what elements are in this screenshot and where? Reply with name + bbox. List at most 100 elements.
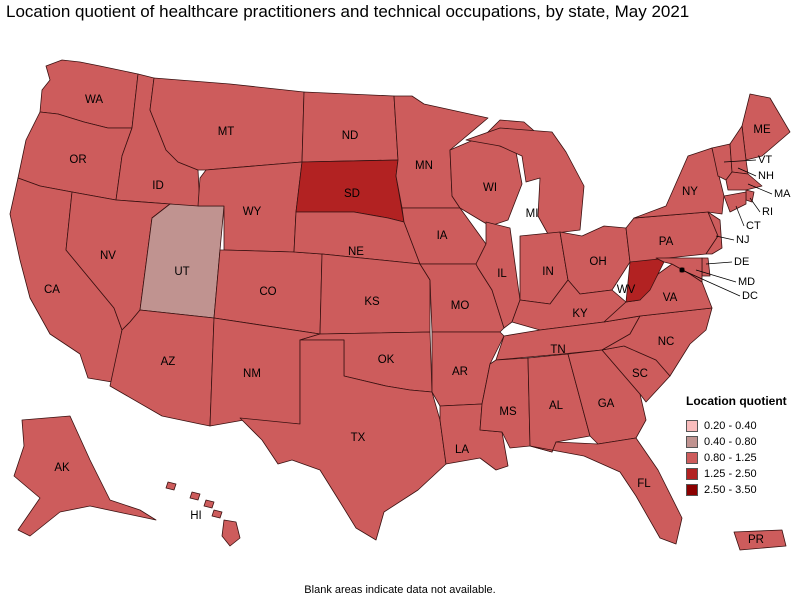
state-hi-island xyxy=(189,491,201,501)
state-label-or: OR xyxy=(69,154,86,166)
legend-swatch xyxy=(686,436,698,448)
state-label-ny: NY xyxy=(682,186,698,198)
state-label-nd: ND xyxy=(342,130,359,142)
legend-swatch xyxy=(686,420,698,432)
legend-item-label: 1.25 - 2.50 xyxy=(704,468,757,480)
state-label-ar: AR xyxy=(452,366,468,378)
legend-item-label: 0.40 - 0.80 xyxy=(704,436,757,448)
legend-item: 0.80 - 1.25 xyxy=(686,450,787,466)
state-label-az: AZ xyxy=(161,356,176,368)
legend-item: 1.25 - 2.50 xyxy=(686,466,787,482)
state-label-wi: WI xyxy=(483,182,497,194)
state-label-sd: SD xyxy=(344,188,360,200)
legend-swatch xyxy=(686,484,698,496)
state-label-mo: MO xyxy=(451,300,470,312)
state-label-fl: FL xyxy=(637,478,651,490)
state-pr[interactable] xyxy=(733,529,787,551)
callout-line-nh xyxy=(737,167,757,177)
state-label-nj: NJ xyxy=(736,234,749,246)
state-label-de: DE xyxy=(734,256,749,268)
callout-line-md xyxy=(695,269,737,283)
state-label-ne: NE xyxy=(348,246,364,258)
state-ct[interactable] xyxy=(723,191,747,213)
legend-swatch xyxy=(686,468,698,480)
state-label-mt: MT xyxy=(218,126,235,138)
state-label-me: ME xyxy=(753,124,771,136)
state-label-in: IN xyxy=(542,266,554,278)
state-label-dc: DC xyxy=(742,290,758,302)
legend-item-label: 2.50 - 3.50 xyxy=(704,484,757,496)
callout-line-ct xyxy=(735,205,745,227)
state-hi-island xyxy=(211,509,223,519)
state-label-mi: MI xyxy=(526,208,539,220)
state-label-tx: TX xyxy=(351,432,366,444)
state-label-va: VA xyxy=(663,292,678,304)
state-label-ms: MS xyxy=(499,406,517,418)
state-ut[interactable] xyxy=(139,203,225,319)
map-title: Location quotient of healthcare practiti… xyxy=(6,2,690,21)
state-label-hi: HI xyxy=(190,510,202,522)
state-nh[interactable] xyxy=(729,125,749,175)
state-md[interactable] xyxy=(655,257,703,283)
state-hi[interactable] xyxy=(221,519,241,547)
state-label-nm: NM xyxy=(243,368,261,380)
state-label-wv: WV xyxy=(617,284,636,296)
state-nd[interactable] xyxy=(301,91,399,163)
state-label-vt: VT xyxy=(758,154,772,166)
legend-title: Location quotient xyxy=(686,394,787,408)
state-label-ut: UT xyxy=(174,266,189,278)
state-ks[interactable] xyxy=(319,253,431,335)
state-label-ga: GA xyxy=(598,398,615,410)
legend-item-label: 0.20 - 0.40 xyxy=(704,420,757,432)
state-label-ri: RI xyxy=(762,206,773,218)
state-label-pr: PR xyxy=(748,534,764,546)
state-label-nv: NV xyxy=(100,250,116,262)
state-label-mn: MN xyxy=(415,160,433,172)
state-label-ok: OK xyxy=(378,354,395,366)
state-ma[interactable] xyxy=(725,171,763,191)
callout-leader-lines xyxy=(679,159,773,297)
legend-item-label: 0.80 - 1.25 xyxy=(704,452,757,464)
state-mt[interactable] xyxy=(149,77,305,171)
state-label-la: LA xyxy=(455,444,469,456)
state-hi-island xyxy=(165,481,177,491)
state-label-sc: SC xyxy=(632,368,648,380)
state-ak[interactable] xyxy=(13,415,157,537)
state-label-il: IL xyxy=(497,268,507,280)
state-il[interactable] xyxy=(475,221,521,329)
state-label-ct: CT xyxy=(746,220,761,232)
callout-line-de xyxy=(705,261,733,265)
state-nc[interactable] xyxy=(601,307,713,377)
callout-line-nj xyxy=(715,235,735,241)
state-ny[interactable] xyxy=(633,147,725,219)
state-label-wa: WA xyxy=(85,94,103,106)
state-fl[interactable] xyxy=(529,437,683,545)
state-label-nc: NC xyxy=(658,336,675,348)
state-label-ma: MA xyxy=(774,188,791,200)
state-tx[interactable] xyxy=(239,339,447,541)
legend: Location quotient 0.20 - 0.40 0.40 - 0.8… xyxy=(686,394,787,498)
state-ri[interactable] xyxy=(745,189,755,203)
callout-line-ri xyxy=(749,197,761,213)
state-label-ks: KS xyxy=(364,296,380,308)
callout-line-dc xyxy=(681,269,741,297)
state-nj[interactable] xyxy=(705,211,723,255)
legend-item: 0.20 - 0.40 xyxy=(686,418,787,434)
state-label-md: MD xyxy=(738,276,755,288)
state-label-co: CO xyxy=(259,286,276,298)
state-hi-island xyxy=(203,499,215,509)
state-label-al: AL xyxy=(549,400,564,412)
footnote: Blank areas indicate data not available. xyxy=(304,584,496,596)
state-label-ky: KY xyxy=(572,308,588,320)
state-label-ca: CA xyxy=(44,284,60,296)
state-label-id: ID xyxy=(152,180,164,192)
state-label-ak: AK xyxy=(54,462,70,474)
callout-line-ma xyxy=(747,183,773,195)
state-label-ia: IA xyxy=(437,230,448,242)
state-label-wy: WY xyxy=(243,206,262,218)
state-label-tn: TN xyxy=(550,344,565,356)
legend-item: 2.50 - 3.50 xyxy=(686,482,787,498)
state-label-pa: PA xyxy=(659,236,674,248)
dc-marker xyxy=(679,267,685,273)
